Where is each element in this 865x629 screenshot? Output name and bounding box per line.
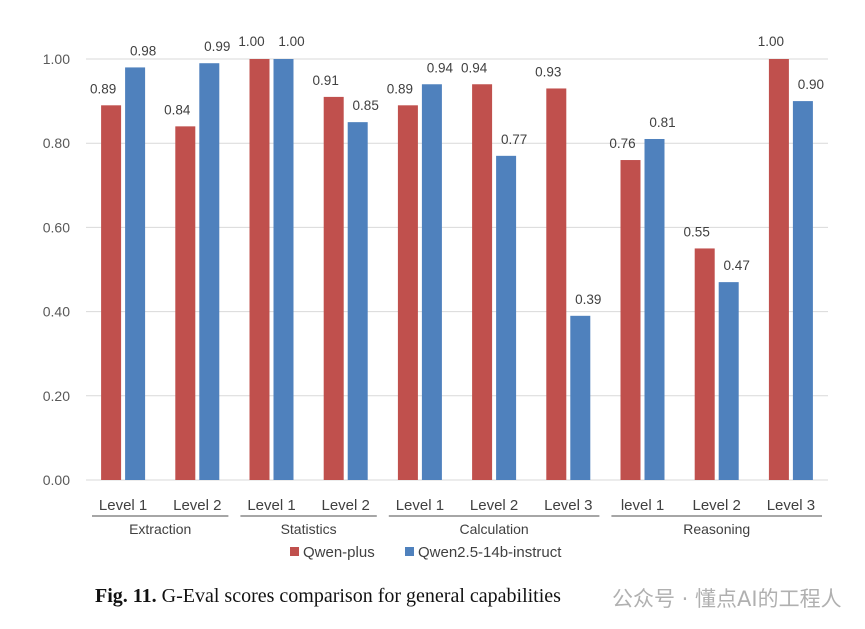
data-label: 0.93 [535,64,561,79]
legend-label: Qwen-plus [303,544,375,561]
x-tick-label: Level 1 [247,497,295,514]
data-label: 0.91 [313,73,339,88]
bar-qwen2-5-14b-instruct [496,155,517,480]
legend-swatch [405,547,414,556]
bar-qwen2-5-14b-instruct [125,67,146,481]
caption-text: G-Eval scores comparison for general cap… [156,585,561,607]
x-tick-label: Level 3 [544,497,592,514]
group-label: Extraction [129,521,191,537]
bar-qwen-plus [101,105,122,480]
x-tick-label: Level 3 [767,497,815,514]
x-tick-label: Level 1 [99,497,147,514]
legend-label: Qwen2.5-14b-instruct [418,544,562,561]
bar-qwen2-5-14b-instruct [644,138,665,481]
bar-qwen-plus [323,96,344,480]
bar-qwen-plus [397,105,418,480]
bar-qwen-plus [620,160,641,481]
y-tick-label: 0.60 [43,219,70,235]
data-label: 0.89 [387,81,413,96]
data-label: 0.84 [164,102,191,117]
bar-qwen2-5-14b-instruct [570,315,591,480]
data-label: 0.89 [90,81,116,96]
y-tick-label: 0.00 [43,472,70,488]
group-label: Calculation [459,521,528,537]
data-label: 0.94 [461,60,488,75]
bar-qwen2-5-14b-instruct [421,84,442,480]
bar-qwen2-5-14b-instruct [273,59,294,480]
x-tick-label: Level 2 [693,497,741,514]
bar-qwen-plus [249,59,270,480]
x-tick-label: Level 1 [396,497,444,514]
group-label: Statistics [281,521,337,537]
y-tick-label: 0.20 [43,388,70,404]
data-label: 1.00 [758,34,784,49]
x-tick-label: Level 2 [322,497,370,514]
bar-qwen2-5-14b-instruct [347,122,368,481]
data-label: 0.98 [130,43,156,58]
watermark: 公众号 · 懂点AI的工程人 [612,587,842,611]
bar-qwen-plus [694,248,715,480]
group-label: Reasoning [683,521,750,537]
legend-swatch [290,547,299,556]
data-label: 0.94 [427,60,454,75]
data-label: 0.81 [649,115,675,130]
data-label: 0.76 [609,136,635,151]
data-label: 0.99 [204,39,230,54]
x-tick-label: Level 2 [470,497,518,514]
data-label: 0.55 [684,224,710,239]
data-label: 0.47 [724,258,750,273]
y-tick-label: 1.00 [43,51,70,67]
data-label: 0.90 [798,77,824,92]
y-tick-label: 0.40 [43,304,70,320]
bar-qwen-plus [546,88,567,480]
data-label: 1.00 [238,34,264,49]
bar-qwen-plus [175,126,196,481]
y-tick-label: 0.80 [43,135,70,151]
bar-chart: 0.00 0.20 0.40 0.60 0.80 1.00 0.89 0.98 Level 1 0… [43,34,828,561]
figure-caption: Fig. 11. G-Eval scores comparison for ge… [95,585,561,608]
caption-prefix: Fig. 11. [95,585,157,607]
x-tick-label: Level 2 [173,497,221,514]
bar-qwen-plus [768,59,789,480]
data-label: 0.39 [575,292,601,307]
data-label: 0.77 [501,132,527,147]
bar-qwen2-5-14b-instruct [792,101,813,480]
bar-qwen2-5-14b-instruct [199,63,220,481]
data-label: 1.00 [278,34,304,49]
bar-qwen2-5-14b-instruct [718,282,739,480]
bar-qwen-plus [472,84,493,480]
x-tick-label: level 1 [621,497,664,514]
data-label: 0.85 [353,98,379,113]
